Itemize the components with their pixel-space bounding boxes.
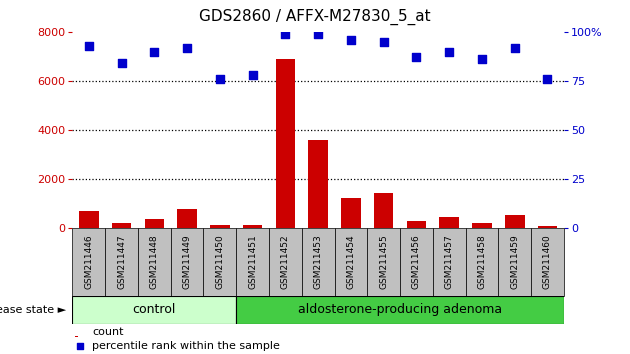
Point [280,31,290,37]
Text: disease state ►: disease state ► [0,305,66,315]
Bar [269,228,302,296]
Text: count: count [92,327,123,337]
Bar [72,228,105,296]
Bar [144,218,164,228]
Bar [433,228,466,296]
Point [149,48,159,54]
Text: aldosterone-producing adenoma: aldosterone-producing adenoma [298,303,502,316]
Bar [466,228,498,296]
Bar [505,215,525,228]
Point [444,48,454,54]
Text: GSM211447: GSM211447 [117,235,126,289]
Bar [406,222,427,228]
Bar [236,228,269,296]
Bar [302,228,335,296]
Text: GSM211457: GSM211457 [445,235,454,289]
Bar [275,59,295,228]
Point [117,61,127,66]
Bar [498,228,531,296]
Text: GSM211451: GSM211451 [248,235,257,289]
Bar [531,228,564,296]
Point [346,37,356,42]
Text: GSM211454: GSM211454 [346,235,355,289]
Text: GSM211458: GSM211458 [478,235,486,289]
Bar [439,217,459,228]
Text: GSM211452: GSM211452 [281,235,290,289]
Point [510,45,520,50]
Point [182,45,192,50]
Point [411,55,421,60]
Point [75,344,85,349]
Point [215,76,225,82]
Bar [367,228,400,296]
Bar [171,228,203,296]
Bar [75,336,79,337]
Text: GDS2860 / AFFX-M27830_5_at: GDS2860 / AFFX-M27830_5_at [199,9,431,25]
Point [248,72,258,78]
Bar [203,228,236,296]
Bar [72,296,236,324]
Text: GSM211450: GSM211450 [215,235,224,289]
Bar [138,228,171,296]
Text: GSM211453: GSM211453 [314,235,323,289]
Bar [374,193,394,228]
Text: GSM211456: GSM211456 [412,235,421,289]
Bar [243,225,263,228]
Text: GSM211455: GSM211455 [379,235,388,289]
Text: GSM211446: GSM211446 [84,235,93,289]
Bar [210,225,230,228]
Point [84,43,94,48]
Point [542,76,553,82]
Bar [537,226,558,228]
Bar [177,209,197,228]
Point [313,31,323,37]
Bar [341,198,361,228]
Point [477,57,487,62]
Text: GSM211459: GSM211459 [510,235,519,289]
Bar [472,223,492,228]
Bar [335,228,367,296]
Bar [308,140,328,228]
Bar [400,228,433,296]
Text: GSM211460: GSM211460 [543,235,552,289]
Text: GSM211448: GSM211448 [150,235,159,289]
Bar [236,296,564,324]
Point [379,39,389,45]
Text: percentile rank within the sample: percentile rank within the sample [92,342,280,352]
Bar [112,223,132,228]
Bar [79,211,99,228]
Text: control: control [133,303,176,316]
Text: GSM211449: GSM211449 [183,235,192,289]
Bar [105,228,138,296]
